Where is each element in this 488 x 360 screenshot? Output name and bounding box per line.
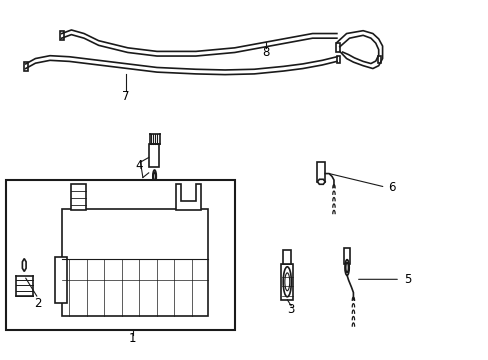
Bar <box>281 264 292 300</box>
Polygon shape <box>176 184 201 210</box>
Bar <box>55 257 66 303</box>
Text: 2: 2 <box>35 297 42 310</box>
Text: 6: 6 <box>388 181 395 194</box>
Polygon shape <box>317 179 325 184</box>
Bar <box>337 57 340 63</box>
Bar <box>24 62 28 71</box>
Text: 8: 8 <box>262 46 269 59</box>
Circle shape <box>285 273 289 291</box>
Polygon shape <box>22 258 26 271</box>
Text: 3: 3 <box>287 303 294 316</box>
Text: 5: 5 <box>404 273 411 286</box>
Text: 4: 4 <box>136 159 143 172</box>
Circle shape <box>345 262 348 273</box>
Bar <box>6 180 234 330</box>
Bar <box>317 162 325 182</box>
Text: 7: 7 <box>122 90 129 103</box>
Bar <box>335 42 339 51</box>
Bar <box>60 31 63 40</box>
Circle shape <box>152 170 156 183</box>
Bar <box>377 56 380 63</box>
Bar <box>71 184 86 210</box>
Bar <box>283 249 290 264</box>
Circle shape <box>153 172 155 181</box>
Bar <box>149 144 159 167</box>
Bar <box>61 208 207 316</box>
Bar <box>343 248 350 264</box>
Text: 1: 1 <box>129 333 136 346</box>
Ellipse shape <box>142 187 148 196</box>
Circle shape <box>283 267 291 297</box>
Circle shape <box>344 260 348 275</box>
